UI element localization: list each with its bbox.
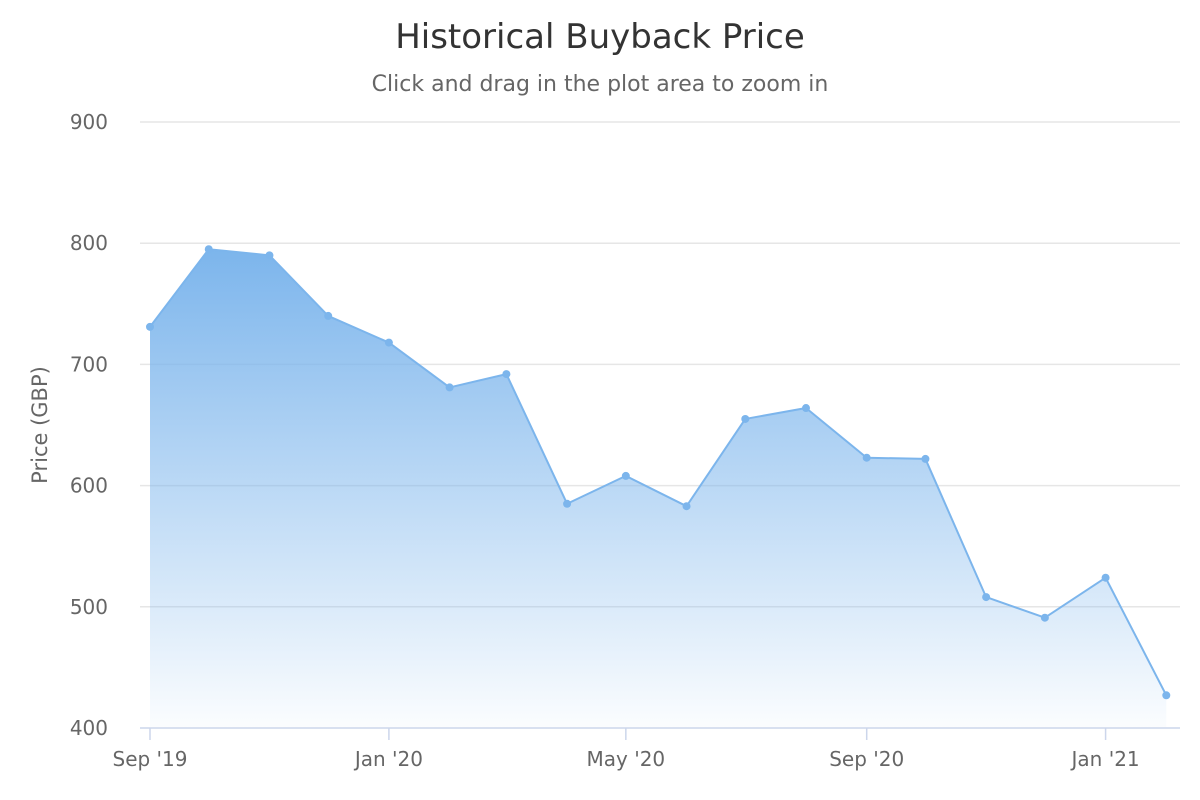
series-area-layer xyxy=(149,248,1168,728)
x-axis-ticks: Sep '19 Jan '20 May '20 Sep '20 Jan '21 xyxy=(113,728,1140,771)
data-point[interactable] xyxy=(265,251,274,260)
x-tick-label: Sep '20 xyxy=(829,747,904,771)
x-tick-label: Sep '19 xyxy=(113,747,188,771)
data-point[interactable] xyxy=(1040,613,1049,622)
data-point[interactable] xyxy=(682,502,691,511)
x-tick-label: May '20 xyxy=(587,747,666,771)
data-point[interactable] xyxy=(621,471,630,480)
data-point[interactable] xyxy=(862,453,871,462)
y-tick-label: 800 xyxy=(70,231,108,255)
y-tick-label: 400 xyxy=(70,716,108,740)
y-axis-label: Price (GBP) xyxy=(28,366,52,484)
chart-subtitle: Click and drag in the plot area to zoom … xyxy=(372,72,829,97)
data-point[interactable] xyxy=(502,370,511,379)
data-point[interactable] xyxy=(1101,573,1110,582)
data-point[interactable] xyxy=(801,404,810,413)
data-point[interactable] xyxy=(384,338,393,347)
x-tick-label: Jan '20 xyxy=(353,747,423,771)
y-axis-ticks: 400 500 600 700 800 900 xyxy=(70,110,108,740)
data-point[interactable] xyxy=(563,499,572,508)
data-point[interactable] xyxy=(324,311,333,320)
y-tick-label: 500 xyxy=(70,595,108,619)
chart-title: Historical Buyback Price xyxy=(395,17,805,57)
y-tick-label: 900 xyxy=(70,110,108,134)
x-tick-label: Jan '21 xyxy=(1070,747,1140,771)
data-points[interactable] xyxy=(146,245,1171,700)
series-area-fill xyxy=(150,249,1167,728)
data-point[interactable] xyxy=(146,322,154,331)
series-line xyxy=(149,248,1168,696)
data-point[interactable] xyxy=(204,245,213,254)
data-point[interactable] xyxy=(445,383,454,392)
data-point[interactable] xyxy=(1162,691,1171,700)
data-point[interactable] xyxy=(741,414,750,423)
y-tick-label: 600 xyxy=(70,474,108,498)
y-tick-label: 700 xyxy=(70,352,108,376)
data-point[interactable] xyxy=(982,593,991,602)
data-point[interactable] xyxy=(921,454,930,463)
